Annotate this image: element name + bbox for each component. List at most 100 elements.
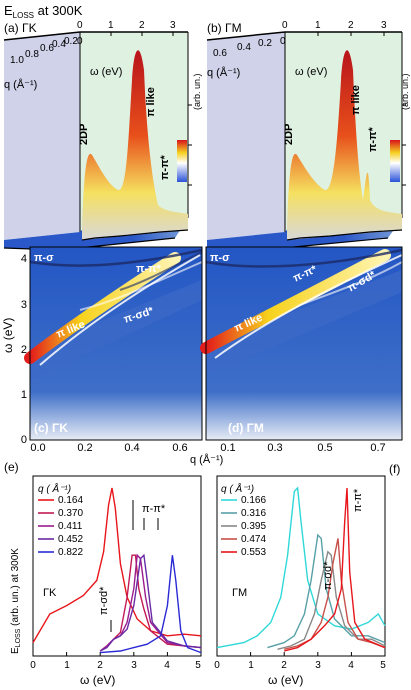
panel-d-x-tick-label: 0.5 xyxy=(317,442,332,454)
panel-a-back-left-wall xyxy=(4,32,80,240)
panel-d-label: (d) ΓM xyxy=(228,421,264,435)
panel-a-w-tick-label: 2 xyxy=(139,20,145,31)
panel-a-annotation-2dp: 2DP xyxy=(78,124,90,145)
panel-a-q-axis-label: q (Å⁻¹) xyxy=(4,78,37,91)
panel-d-map xyxy=(200,246,403,441)
maps-y-tick-label: 1 xyxy=(21,389,27,401)
panel-a-q-tick-label: 0.4 xyxy=(52,39,66,50)
panel-f-direction: ΓM xyxy=(232,587,247,599)
maps-y-tick-label: 2 xyxy=(21,344,27,356)
maps-y-label: ω (eV) xyxy=(1,318,15,353)
panel-b-w-tick-label: 3 xyxy=(381,20,387,31)
panel-f-series-line xyxy=(284,487,386,652)
panel-e-legend-label: 0.822 xyxy=(58,547,83,558)
panel-a-q-tick-label: 0.6 xyxy=(40,43,54,54)
panel-b-q-axis-label: q (Å⁻¹) xyxy=(207,66,240,79)
panel-f-legend-label: 0.166 xyxy=(241,495,266,506)
panel-a-w-tick-label: 1 xyxy=(108,20,114,31)
panel-c-x-tick-label: 0.2 xyxy=(77,442,92,454)
panel-d-x-tick-label: 0.3 xyxy=(267,442,282,454)
panel-c-x-tick-label: 0.0 xyxy=(30,442,45,454)
panel-a-annotation-pi-pi: π-π* xyxy=(159,154,171,180)
panel-b-annotation-pi-pi: π-π* xyxy=(367,126,379,152)
line-charts-layer xyxy=(32,486,386,656)
panel-f-series-line xyxy=(216,486,386,649)
panel-a-z-label: (arb. un.) xyxy=(192,73,202,110)
panel-e-frame xyxy=(32,475,202,657)
figure-title: ELOSS at 300K xyxy=(4,3,83,20)
panel-d-x-tick-label: 0.7 xyxy=(370,442,385,454)
panel-e-legend: 0.164 0.370 0.411 0.452 0.822 xyxy=(38,495,83,558)
panel-b-3d-surface xyxy=(206,31,406,251)
panel-a-surface-peaks xyxy=(82,50,188,240)
panel-b-q-axis xyxy=(206,31,286,41)
panel-a-label: (a) ΓK xyxy=(4,21,37,35)
panel-f-legend-label: 0.316 xyxy=(241,508,266,519)
panel-a-q-tick-label: 1.0 xyxy=(10,55,24,66)
panel-d-x-tick-label: 0.1 xyxy=(220,442,235,454)
panel-e-x-tick-label: 1 xyxy=(64,660,70,671)
panel-c-annotation-pi-sigma: π-σ xyxy=(34,252,54,264)
panel-e-x-tick-label: 3 xyxy=(131,660,137,671)
panel-c-map xyxy=(24,246,203,441)
maps-y-tick-labels: 0 1 2 3 4 xyxy=(21,253,27,446)
panel-b-surface-peaks xyxy=(287,50,402,240)
maps-x-label: q (Å⁻¹) xyxy=(190,453,223,466)
panel-d-branch xyxy=(299,261,403,306)
panel-e-legend-label: 0.164 xyxy=(58,495,83,506)
panel-b-back-left-wall xyxy=(207,32,285,240)
panel-c-frame xyxy=(29,246,203,441)
panel-a-front-edge xyxy=(81,229,189,241)
panel-c-x-tick-labels: 0.0 0.2 0.4 0.6 xyxy=(30,442,187,454)
panel-f-x-tick-label: 4 xyxy=(348,660,354,671)
panel-e-x-tick-label: 5 xyxy=(195,660,201,671)
panel-f-legend-label: 0.553 xyxy=(241,547,266,558)
panel-f-legend-label: 0.395 xyxy=(241,521,266,532)
panel-a-annotation-pi-like: π like xyxy=(145,87,157,117)
panel-e-y-label: ELOSS (arb. un.) at 300K xyxy=(10,548,22,654)
panel-b-w-tick-label: 2 xyxy=(348,20,354,31)
panel-b-q-tick-labels: 0.6 0.4 0.2 0 xyxy=(213,36,286,59)
panel-d-branch xyxy=(214,254,403,359)
panel-b-colorbar xyxy=(390,140,400,182)
panel-e-series-line xyxy=(99,553,202,652)
panel-f-series-line xyxy=(267,533,386,649)
panel-e-x-tick-label: 4 xyxy=(164,660,170,671)
panel-e-x-label: ω (eV) xyxy=(80,673,115,687)
panel-b-annotation-2dp: 2DP xyxy=(283,124,295,145)
panel-d-annotation-pi-sigma: π-σ xyxy=(210,252,230,264)
panel-a-q-axis xyxy=(3,31,81,41)
panel-d-shading xyxy=(206,270,402,375)
panel-e-legend-title: q ( Å⁻¹) xyxy=(38,482,71,495)
panel-b-q-tick-label: 0.6 xyxy=(213,48,227,59)
panel-d-x-tick-labels: 0.1 0.3 0.5 0.7 xyxy=(220,442,385,454)
panel-c-annotation-pi-pi: π-π* xyxy=(136,263,162,275)
panel-a-q-tick-label: 0 xyxy=(77,36,83,47)
panel-f-x-tick-labels: 0 1 2 3 4 5 xyxy=(214,660,386,671)
panel-f-annotation-pi-sigma-d: π-σd* xyxy=(322,561,334,590)
panel-c-branch xyxy=(119,251,203,291)
panel-f-legend-label: 0.474 xyxy=(241,534,266,545)
panel-b-q-tick-label: 0 xyxy=(280,36,286,47)
panel-a-q-tick-labels: 1.0 0.8 0.6 0.4 0.2 0 xyxy=(10,36,83,66)
panel-e-annotation-pi-pi: π-π* xyxy=(142,503,166,515)
panel-a-w-tick-labels: 0 1 2 3 xyxy=(77,20,176,31)
panel-f-frame xyxy=(216,475,386,657)
panel-b-q-tick-label: 0.2 xyxy=(258,38,272,49)
panel-e-legend-label: 0.411 xyxy=(58,521,83,532)
panel-a-q-tick-label: 0.8 xyxy=(25,49,39,60)
panel-c-x-tick-label: 0.4 xyxy=(124,442,139,454)
panel-e-arrows xyxy=(110,500,159,632)
panel-e-annotation-pi-sigma-d: π-σd* xyxy=(98,586,110,615)
panel-f-x-tick-label: 5 xyxy=(380,660,386,671)
panel-f-x-tick-label: 1 xyxy=(248,660,254,671)
panel-b-annotation-pi-like: π like xyxy=(350,85,362,115)
panel-c-pi-like-band xyxy=(24,252,181,364)
panel-c-shading xyxy=(30,280,202,380)
panel-f-x-tick-label: 0 xyxy=(214,660,220,671)
panel-e-x-tick-labels: 0 1 2 3 4 5 xyxy=(30,660,201,671)
panel-f-label: (f) xyxy=(389,462,400,476)
panel-d-pi-like-band xyxy=(200,249,391,354)
panel-f-legend: 0.166 0.316 0.395 0.474 0.553 xyxy=(221,495,266,558)
